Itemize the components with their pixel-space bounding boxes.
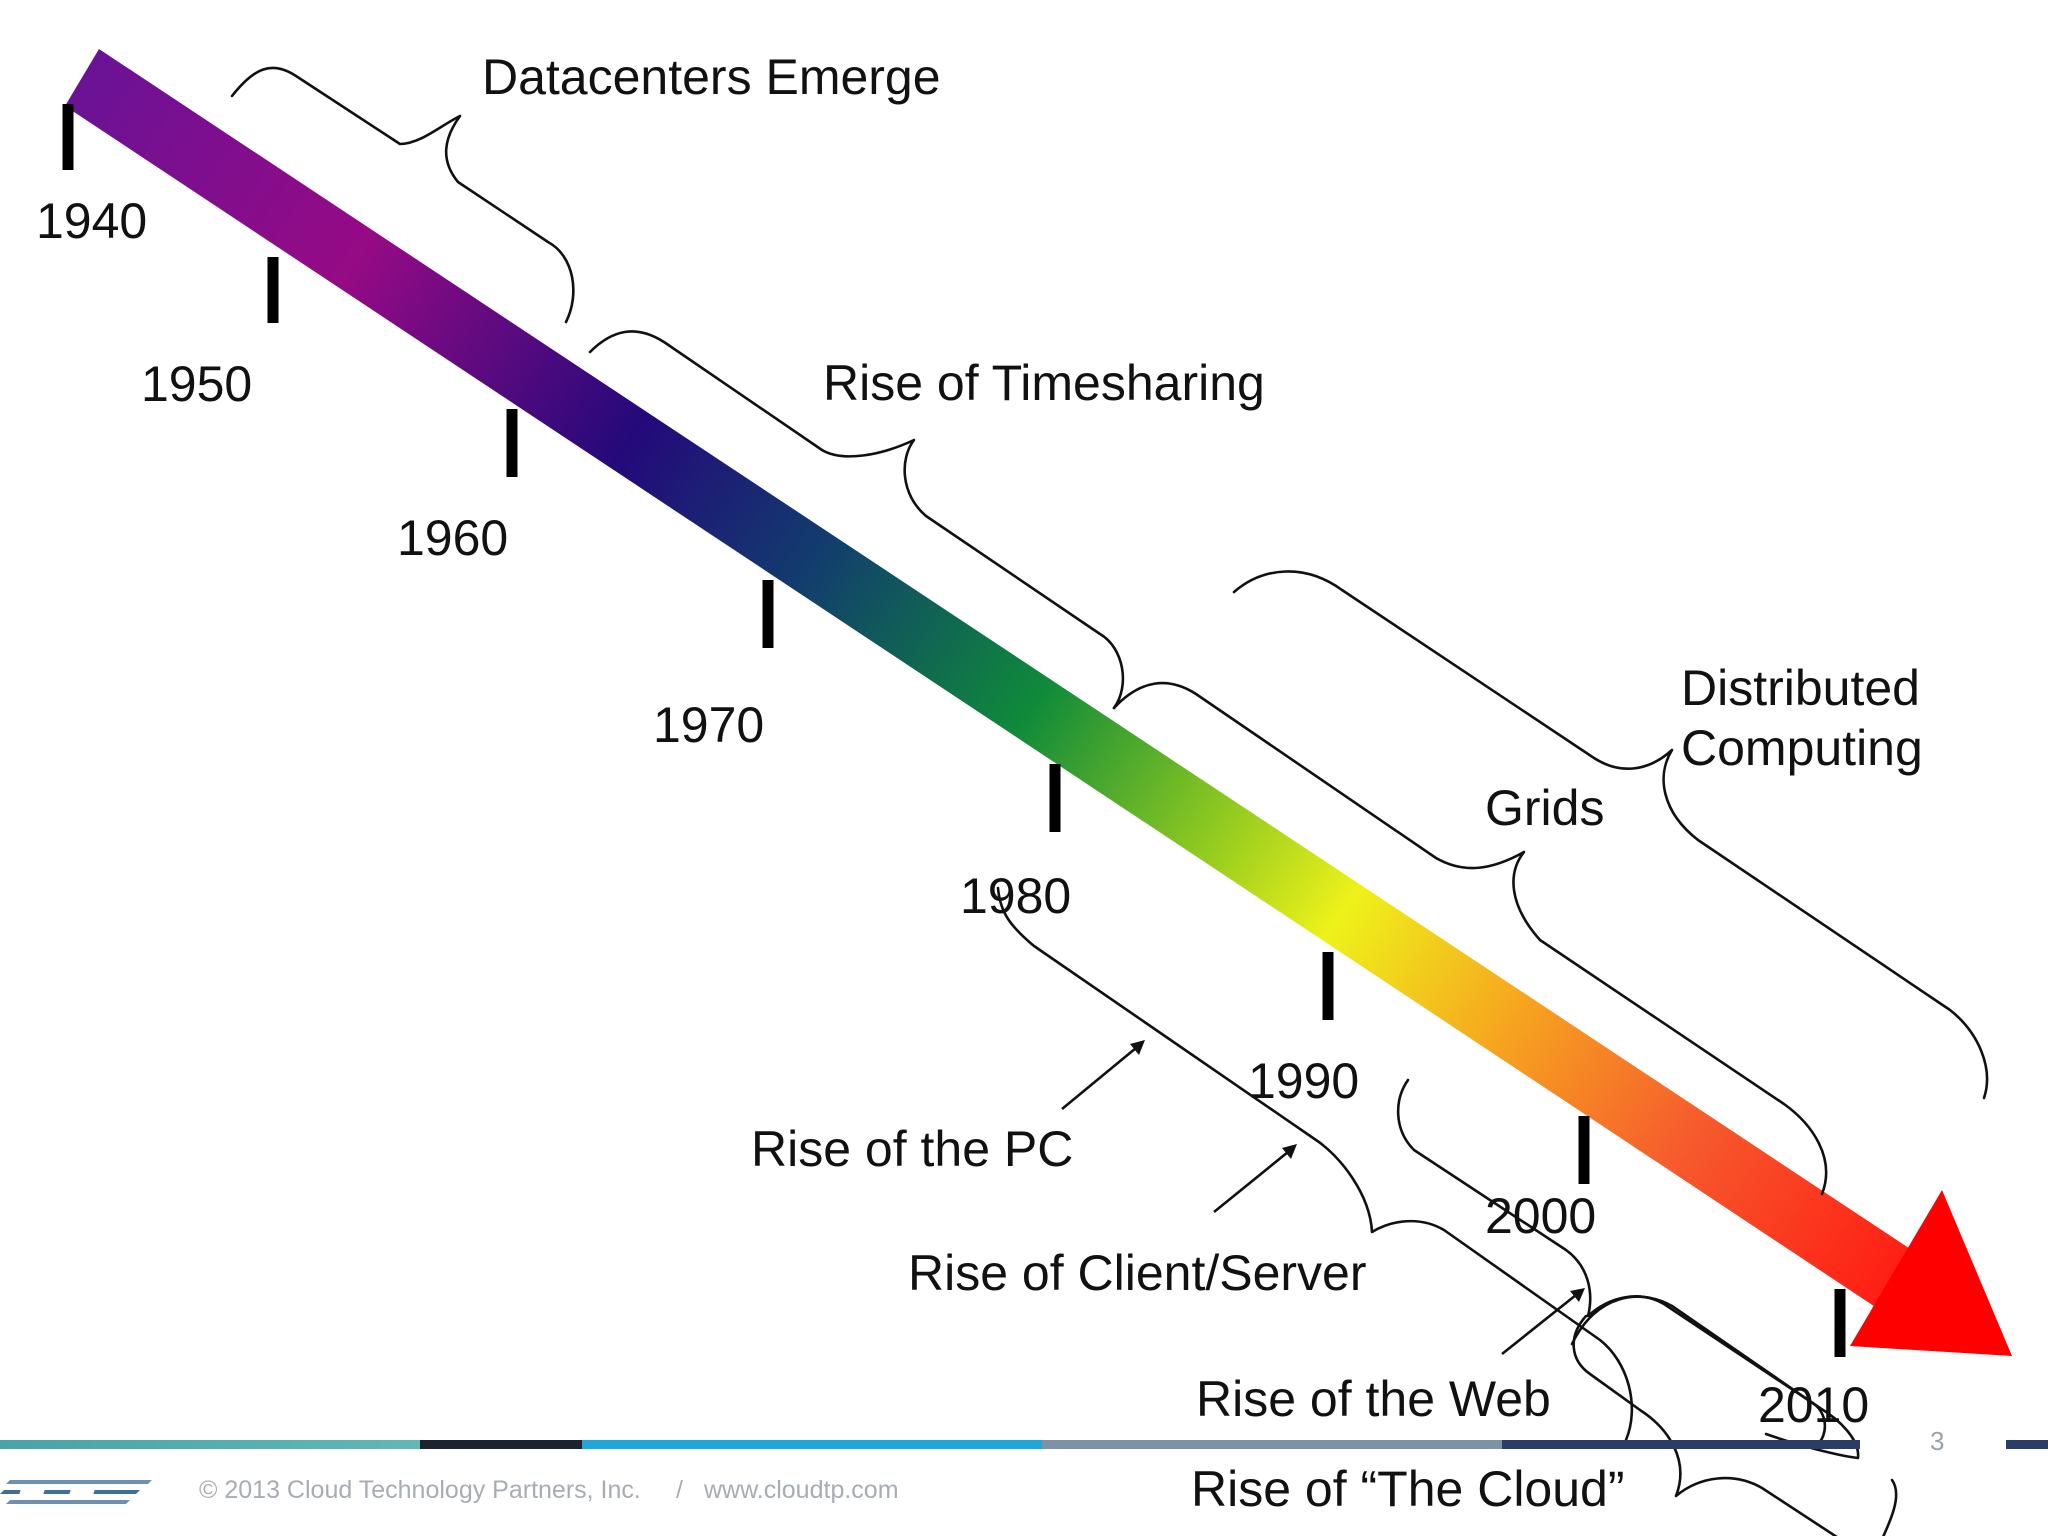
era-label-grids: Grids	[1485, 780, 1604, 836]
era-label-client-server: Rise of Client/Server	[908, 1245, 1367, 1301]
era-label-cloud: Rise of “The Cloud”	[1191, 1461, 1625, 1517]
footer-separator: /	[676, 1476, 683, 1504]
arrow-pc	[1061, 1046, 1137, 1111]
logo-stripe-1	[6, 1480, 152, 1484]
year-labels: 1940 1950 1960 1970 1980 1990 2000 2010	[36, 193, 1869, 1433]
year-label-1940: 1940	[36, 193, 147, 249]
brace-cloud	[1572, 1314, 1898, 1536]
year-label-1950: 1950	[141, 356, 252, 412]
era-labels: Datacenters Emerge Rise of Timesharing D…	[482, 49, 1923, 1517]
era-label-datacenters: Datacenters Emerge	[482, 49, 941, 105]
era-braces-upper	[230, 66, 1989, 1196]
year-label-1970: 1970	[653, 697, 764, 753]
brace-datacenters	[230, 66, 575, 324]
arrow-web-head	[1570, 1288, 1585, 1302]
footer-line-grey	[1042, 1440, 1502, 1449]
arrow-web	[1501, 1293, 1577, 1356]
footer-line-dark	[420, 1440, 582, 1449]
logo-stripe-3	[6, 1500, 130, 1504]
timeline-arrowhead	[1850, 1190, 2012, 1356]
footer-line-navy-end	[2006, 1440, 2048, 1449]
brace-web	[1570, 1295, 1860, 1460]
year-label-1980: 1980	[960, 868, 1071, 924]
era-label-distributed-2: Computing	[1681, 720, 1923, 776]
era-label-web: Rise of the Web	[1196, 1371, 1551, 1427]
year-label-1990: 1990	[1248, 1053, 1359, 1109]
year-ticks	[62, 104, 1846, 1357]
era-label-pc: Rise of the PC	[751, 1121, 1073, 1177]
arrow-client-server-head	[1282, 1144, 1297, 1159]
brace-grids	[1112, 681, 1828, 1196]
arrow-pc-head	[1130, 1040, 1145, 1055]
timeline-band	[65, 49, 1933, 1326]
era-label-distributed-1: Distributed	[1681, 660, 1920, 716]
logo-stripe-5	[68, 1486, 96, 1498]
footer-copyright: © 2013 Cloud Technology Partners, Inc.	[199, 1476, 641, 1504]
logo-stripe-4	[18, 1486, 46, 1498]
brace-pc	[996, 886, 1634, 1442]
year-label-2000: 2000	[1485, 1188, 1596, 1244]
page-number: 3	[1930, 1426, 1944, 1456]
year-label-1960: 1960	[397, 510, 508, 566]
company-logo-icon	[0, 1480, 152, 1504]
footer-line-navy	[1502, 1440, 1860, 1449]
pointer-arrows	[1061, 1040, 1585, 1356]
era-label-timesharing: Rise of Timesharing	[823, 355, 1265, 411]
footer-website-link[interactable]: www.cloudtp.com	[703, 1476, 899, 1504]
brace-distributed	[1232, 570, 1989, 1100]
footer-line-cyan	[582, 1440, 1042, 1449]
footer: © 2013 Cloud Technology Partners, Inc. /…	[0, 1426, 2048, 1504]
arrow-client-server	[1213, 1150, 1289, 1214]
brace-timesharing	[588, 330, 1125, 710]
era-braces-lower	[996, 886, 1898, 1536]
footer-line-teal	[0, 1440, 420, 1449]
